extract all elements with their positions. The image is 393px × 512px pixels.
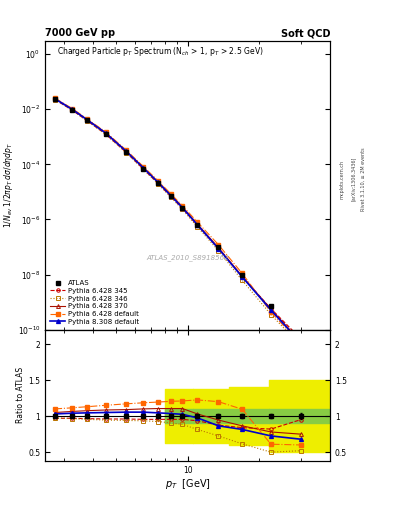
Text: ATLAS_2010_S8918562: ATLAS_2010_S8918562 bbox=[146, 254, 229, 261]
Y-axis label: $1/N_{ev}\; 1/2\pi p_T\; d\sigma/d\eta dp_T$: $1/N_{ev}\; 1/2\pi p_T\; d\sigma/d\eta d… bbox=[2, 142, 15, 228]
X-axis label: $p_T$  [GeV]: $p_T$ [GeV] bbox=[165, 477, 211, 492]
Legend: ATLAS, Pythia 6.428 345, Pythia 6.428 346, Pythia 6.428 370, Pythia 6.428 defaul: ATLAS, Pythia 6.428 345, Pythia 6.428 34… bbox=[49, 279, 141, 326]
Y-axis label: Ratio to ATLAS: Ratio to ATLAS bbox=[17, 367, 26, 423]
Text: Rivet 3.1.10, ≥ 2M events: Rivet 3.1.10, ≥ 2M events bbox=[361, 147, 366, 211]
Text: 7000 GeV pp: 7000 GeV pp bbox=[45, 28, 115, 38]
Text: mcplots.cern.ch: mcplots.cern.ch bbox=[340, 160, 345, 199]
Text: Charged Particle p$_T$ Spectrum (N$_{ch}$ > 1, p$_T$ > 2.5 GeV): Charged Particle p$_T$ Spectrum (N$_{ch}… bbox=[57, 45, 263, 58]
Text: [arXiv:1306.3436]: [arXiv:1306.3436] bbox=[351, 157, 356, 201]
Text: Soft QCD: Soft QCD bbox=[281, 28, 330, 38]
